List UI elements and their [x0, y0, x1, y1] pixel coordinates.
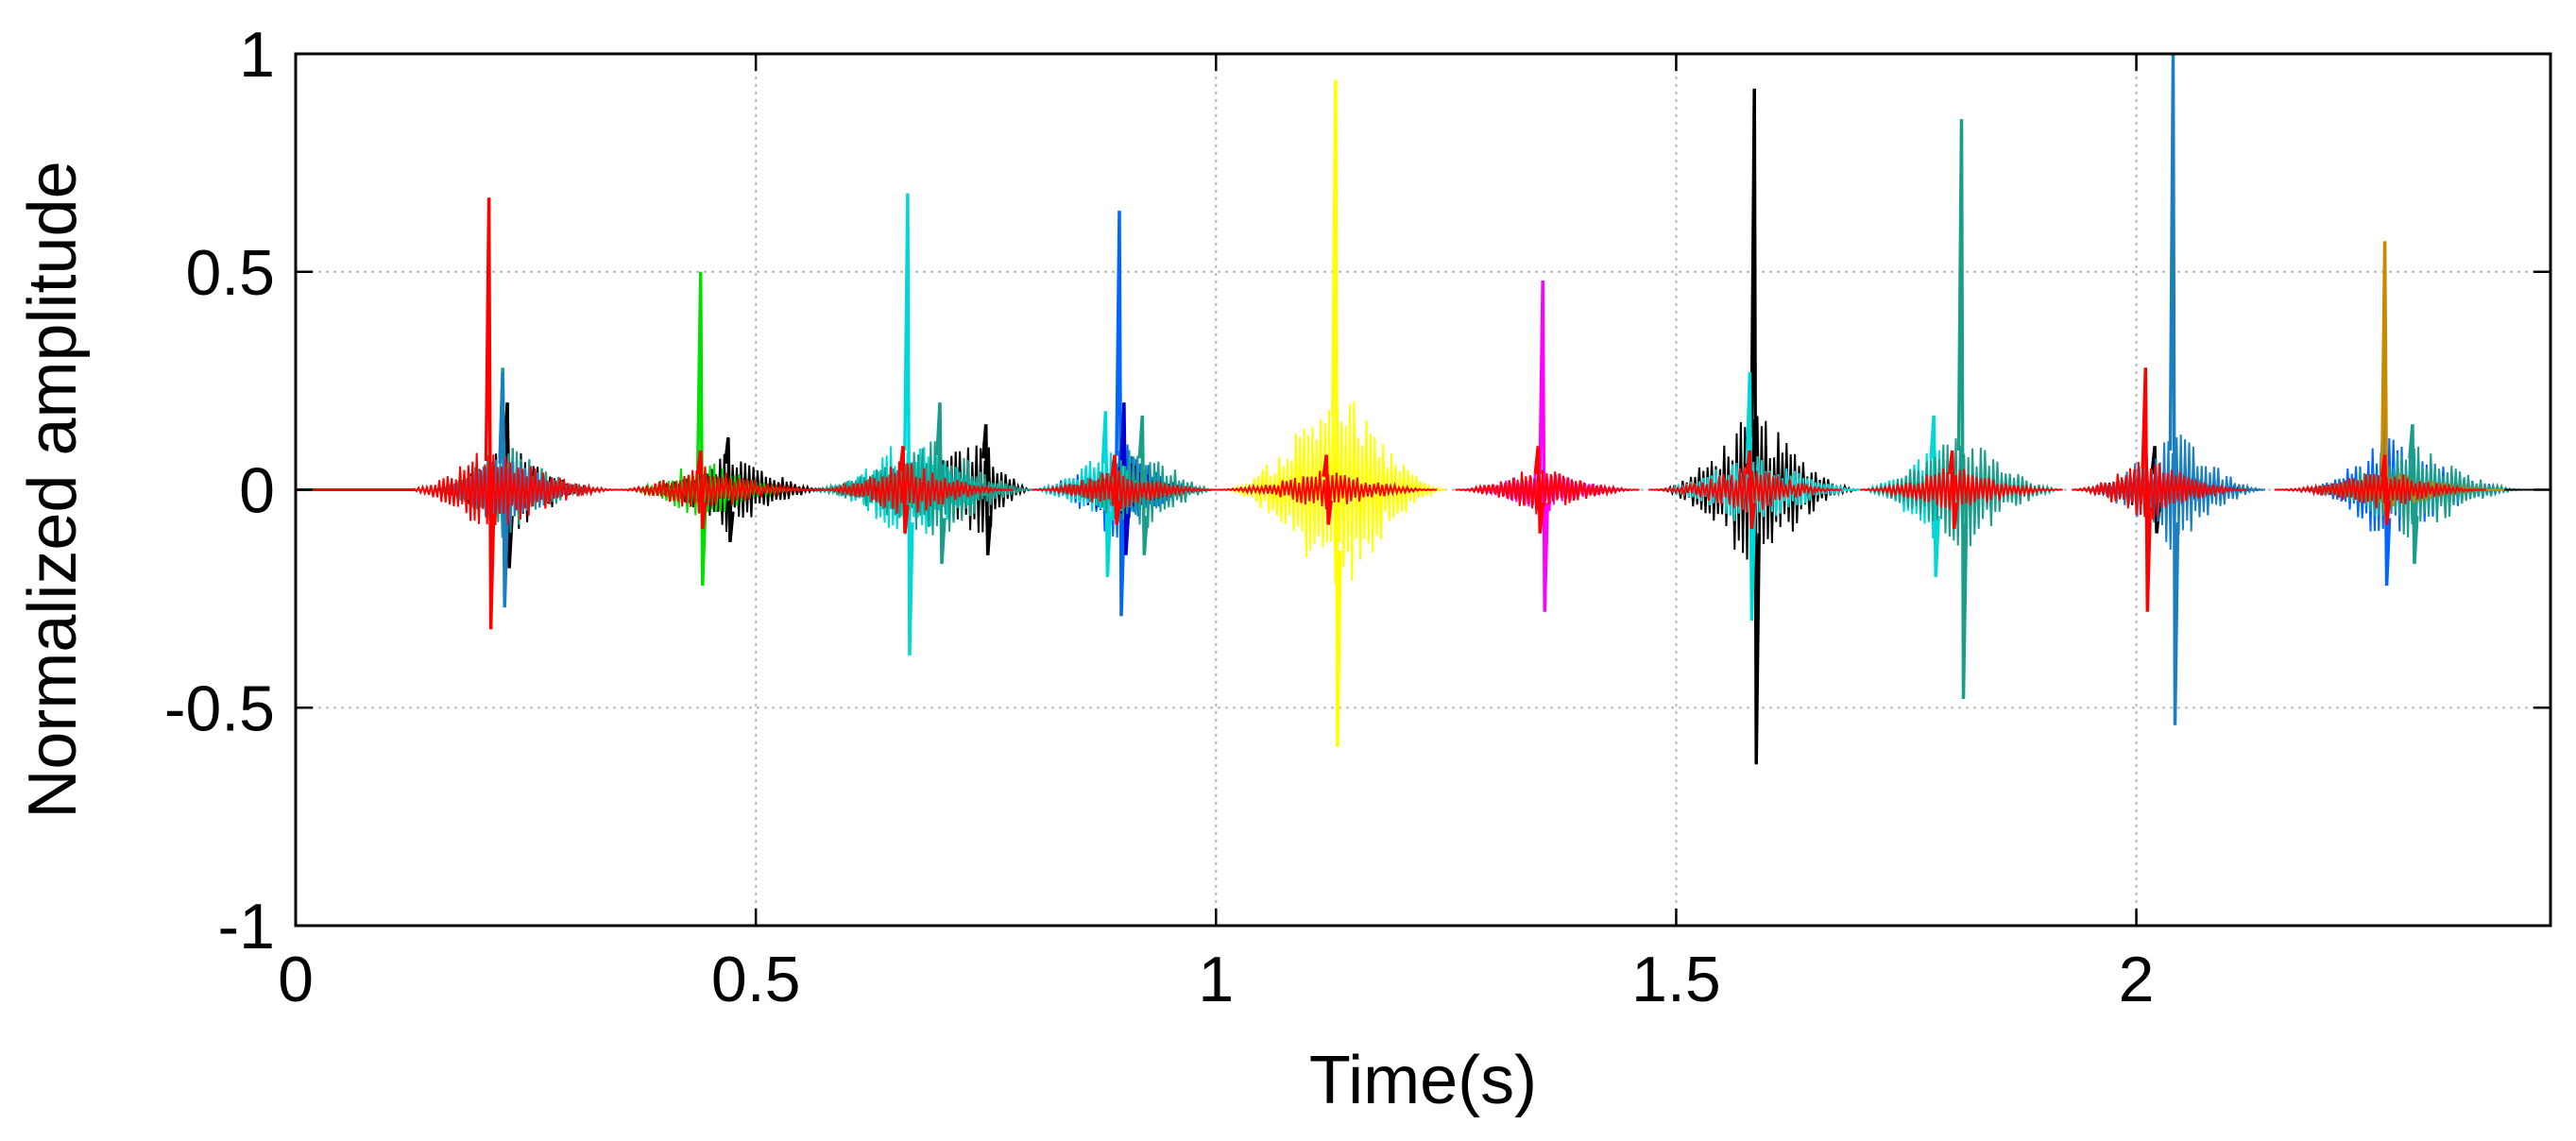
y-tick-label: -0.5 [164, 673, 275, 744]
x-tick-label: 1 [1198, 944, 1234, 1015]
waveform-peak [695, 271, 708, 587]
waveform-burst [820, 461, 1014, 514]
waveform-peak [498, 371, 509, 608]
waveform-peak [903, 193, 914, 656]
x-tick-label: 0.5 [711, 944, 801, 1015]
y-tick-label: 1 [239, 19, 275, 91]
y-tick-label: -1 [218, 891, 275, 962]
waveform-peak [898, 446, 910, 534]
waveform-burst [1032, 469, 1217, 510]
x-tick-label: 2 [2119, 944, 2155, 1015]
x-tick-label: 1.5 [1631, 944, 1721, 1015]
waveform-series [820, 193, 2045, 656]
waveform-peak [1929, 415, 1940, 577]
waveform-burst [617, 466, 821, 514]
waveform-peak [1115, 211, 1126, 617]
x-tick-label: 0 [278, 944, 314, 1015]
waveform-series [434, 53, 2265, 725]
waveform-burst [2072, 455, 2247, 520]
plot-area [296, 53, 2550, 765]
waveform-burst [1860, 468, 2063, 510]
y-axis-label: Normalized amplitude [15, 161, 91, 818]
waveform-burst [405, 452, 618, 536]
waveform-series [434, 119, 2523, 700]
y-tick-label: 0.5 [185, 237, 275, 309]
waveform-peak [1956, 119, 1969, 700]
waveform-peak [2141, 367, 2153, 612]
waveform-burst [1648, 466, 1842, 513]
waveform-peak [2168, 53, 2180, 725]
waveform-peak [1331, 79, 1342, 747]
waveform-series [1464, 280, 1630, 612]
waveform-peak [1947, 450, 1959, 530]
waveform-burst [2274, 473, 2486, 509]
waveform-peak [484, 197, 496, 630]
waveform-peak [1749, 88, 1761, 765]
waveform-series [1224, 79, 1446, 747]
axis-ticks: 0 0.5 1 1.5 2 -1 -0.5 0 0.5 1 [164, 19, 2550, 1015]
waveform-peak [1538, 280, 1549, 612]
waveform-burst [1455, 465, 1640, 515]
waveform-series [626, 271, 802, 587]
waveform-peak [695, 450, 708, 530]
waveform-peak [2380, 454, 2392, 525]
waveform-peak [1745, 450, 1757, 530]
x-axis-label: Time(s) [1309, 1043, 1537, 1118]
waveform-peak [1533, 446, 1545, 534]
waveform-peak [1110, 454, 1121, 525]
y-tick-label: 0 [239, 455, 275, 527]
waveform-peak [1322, 454, 1333, 525]
waveform-series [405, 197, 2486, 630]
